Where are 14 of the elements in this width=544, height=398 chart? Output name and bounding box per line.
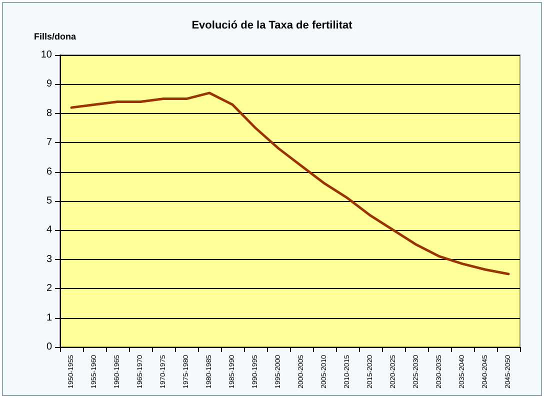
y-tick-label: 9 [46,78,52,90]
y-tick-label: 5 [46,196,52,206]
y-axis-title: Fills/dona [34,32,77,42]
y-tick-label: 4 [46,224,52,236]
y-tick-label: 6 [46,166,52,178]
y-tick-label: 3 [46,254,52,265]
chart-title: Evolució de la Taxa de fertilitat [192,20,353,32]
line-series [70,92,510,276]
y-tick-label: 8 [46,108,52,119]
y-tick-label: 1 [46,312,52,324]
y-tick-label: 0 [46,342,52,352]
y-tick-label: 2 [46,283,52,294]
y-tick-label: 10 [40,50,52,60]
y-tick-label: 7 [46,137,52,148]
